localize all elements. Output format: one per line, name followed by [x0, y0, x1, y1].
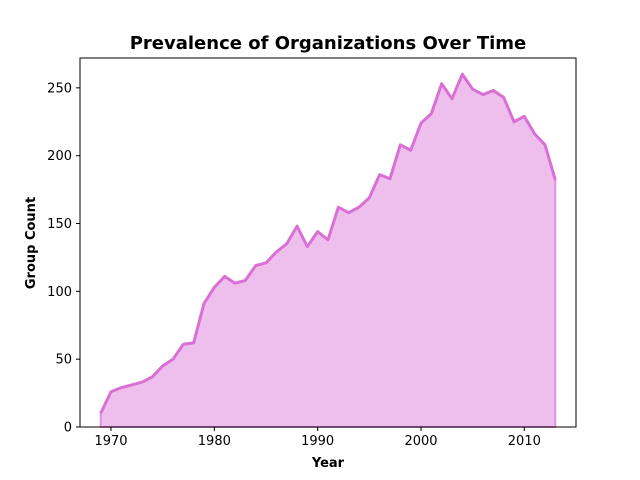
- y-tick-label: 250: [47, 81, 72, 96]
- x-tick-label: 2010: [508, 434, 541, 449]
- y-axis-label: Group Count: [24, 197, 39, 289]
- axis-ticks: 1970 1980 1990 2000 2010 0 50 100 150 200 250: [47, 81, 541, 449]
- x-axis-label: Year: [311, 456, 345, 471]
- y-tick-label: 200: [47, 149, 72, 164]
- plot-frame: [79, 57, 577, 428]
- x-tick-label: 1990: [301, 434, 334, 449]
- y-tick-label: 150: [47, 217, 72, 232]
- x-tick-label: 1970: [94, 434, 127, 449]
- plot-area: [99, 72, 557, 428]
- chart-title: Prevalence of Organizations Over Time: [130, 33, 527, 54]
- y-tick-label: 100: [47, 285, 72, 300]
- y-tick-label: 0: [64, 421, 72, 436]
- x-tick-label: 1980: [198, 434, 231, 449]
- y-tick-label: 50: [55, 353, 72, 368]
- x-tick-label: 2000: [404, 434, 437, 449]
- series-line: [99, 72, 557, 415]
